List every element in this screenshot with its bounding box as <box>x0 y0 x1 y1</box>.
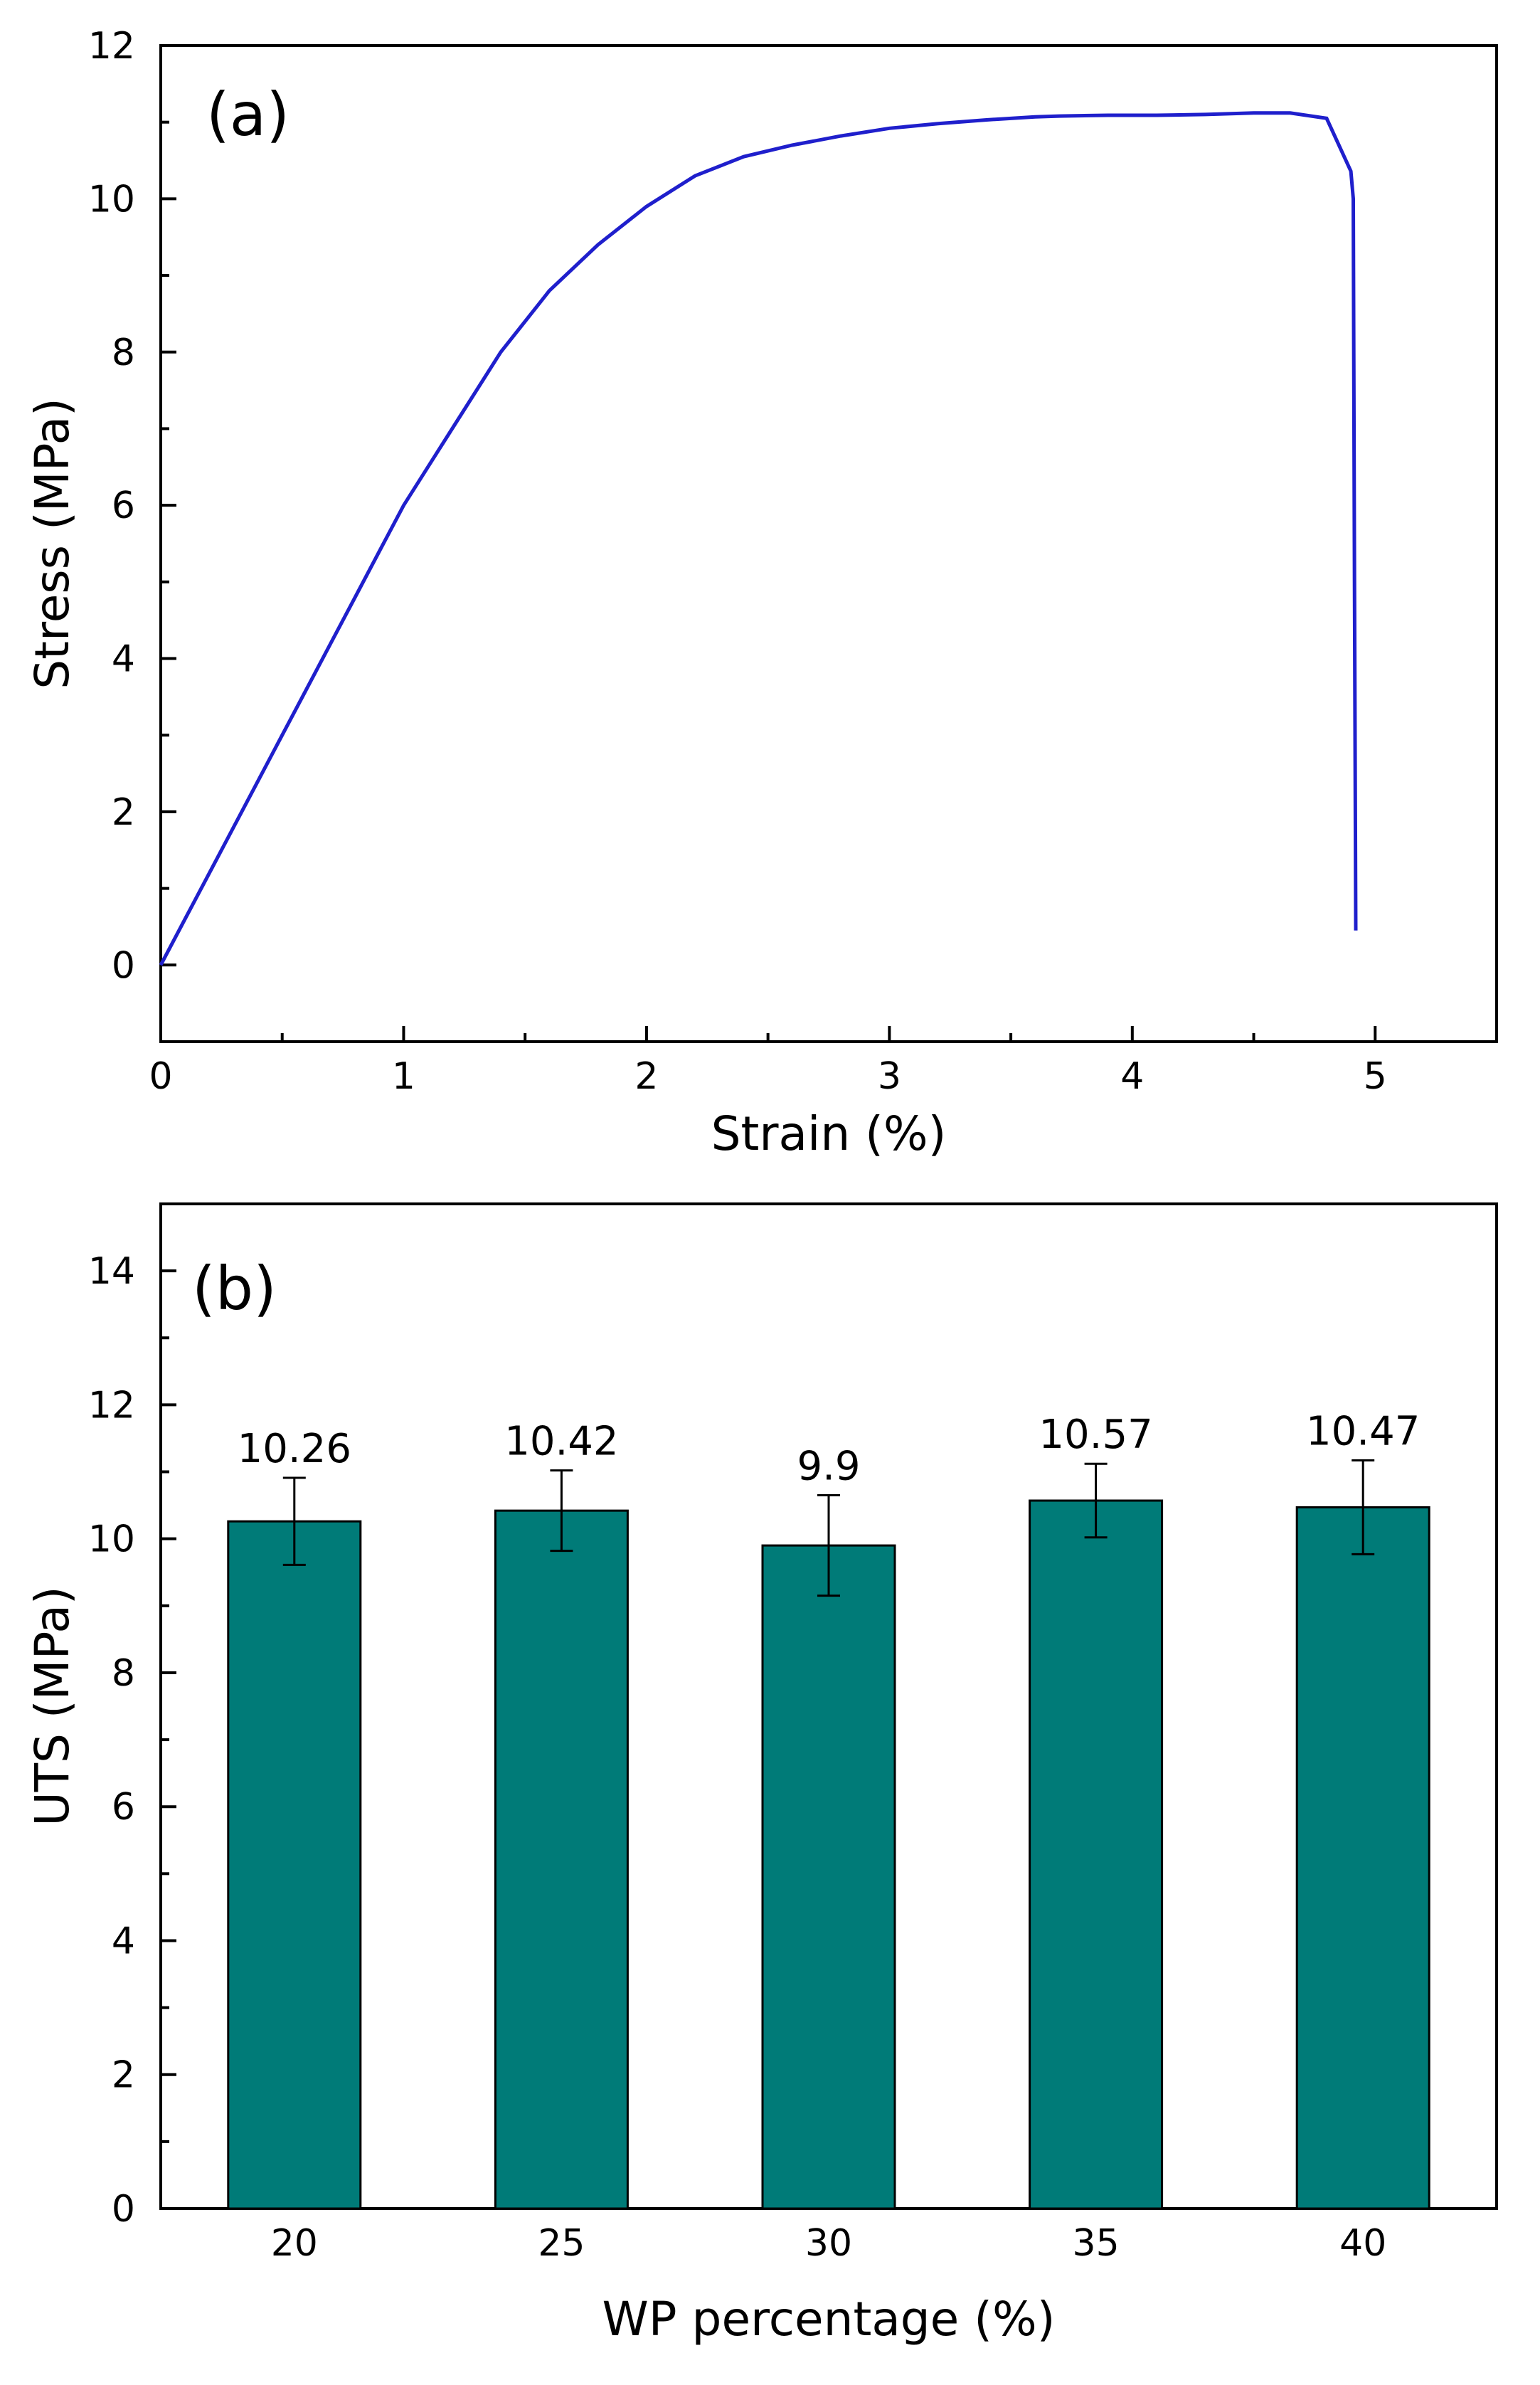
panel-b-bars: 10.26 10.42 9.9 10.57 10.47 <box>227 1409 1430 2210</box>
panel-b-y-tick-label: 0 <box>112 2188 135 2231</box>
panel-b-x-tick-label: 20 <box>271 2222 318 2265</box>
panel-b-bar-30 <box>761 1544 896 2210</box>
panel-b-x-axis-title: WP percentage (%) <box>602 2292 1056 2347</box>
panel-a-y-tick-label: 10 <box>88 178 135 221</box>
panel-b-bar-35 <box>1029 1499 1164 2210</box>
panel-a-x-tick-label: 2 <box>634 1055 658 1098</box>
panel-a-x-tick-label: 0 <box>149 1055 172 1098</box>
panel-b-y-tick-label: 12 <box>88 1384 135 1427</box>
panel-a-x-tick-label: 5 <box>1364 1055 1387 1098</box>
panel-b-bar-40 <box>1295 1506 1430 2210</box>
panel-b-y-tick-label: 10 <box>88 1518 135 1561</box>
panel-b-value-label-35: 10.57 <box>1039 1412 1152 1458</box>
panel-a-x-tick-label: 1 <box>392 1055 415 1098</box>
panel-a-plot-frame <box>159 44 1498 1043</box>
panel-b-value-label-20: 10.26 <box>238 1426 351 1472</box>
panel-b-value-label-40: 10.47 <box>1306 1409 1420 1455</box>
panel-a-x-axis-title: Strain (%) <box>711 1106 947 1161</box>
panel-a-y-tick-label: 6 <box>112 485 135 527</box>
panel-b-y-tick-label: 6 <box>112 1786 135 1829</box>
panel-b-label: (b) <box>192 1254 277 1323</box>
panel-b-x-tick-label: 40 <box>1339 2222 1386 2265</box>
panel-b-uts-bars: 0 2 4 6 8 10 12 14 20 25 30 35 40 10.26 10.42 9.9 10.57… <box>25 1202 1498 2347</box>
panel-a-y-tick-label: 4 <box>112 638 135 681</box>
panel-b-y-axis-title: UTS (MPa) <box>25 1586 80 1826</box>
panel-a-label: (a) <box>206 80 290 149</box>
panel-b-y-tick-label: 4 <box>112 1920 135 1962</box>
panel-b-x-tick-label: 35 <box>1073 2222 1120 2265</box>
panel-b-y-tick-label: 8 <box>112 1652 135 1695</box>
panel-a-x-tick-label: 4 <box>1120 1055 1144 1098</box>
panel-a-y-tick-label: 0 <box>112 944 135 987</box>
panel-b-value-label-30: 9.9 <box>797 1443 860 1489</box>
panel-b-y-tick-label: 2 <box>112 2054 135 2097</box>
panel-b-value-label-25: 10.42 <box>504 1419 618 1465</box>
panel-b-bar-20 <box>227 1520 362 2210</box>
panel-a-y-tick-label: 8 <box>112 332 135 374</box>
panel-a-y-tick-label: 12 <box>88 25 135 68</box>
panel-b-y-tick-label: 14 <box>88 1250 135 1293</box>
panel-a-x-tick-label: 3 <box>878 1055 901 1098</box>
panel-a-stress-strain-curve <box>159 111 1358 966</box>
panel-b-ticks: 0 2 4 6 8 10 12 14 20 25 30 35 40 <box>88 1250 1386 2265</box>
panel-b-x-tick-label: 25 <box>538 2222 585 2265</box>
panel-b-bar-25 <box>494 1509 629 2210</box>
panel-a-y-axis-title: Stress (MPa) <box>25 398 80 689</box>
panel-b-x-tick-label: 30 <box>805 2222 852 2265</box>
panel-a-y-tick-label: 2 <box>112 791 135 834</box>
